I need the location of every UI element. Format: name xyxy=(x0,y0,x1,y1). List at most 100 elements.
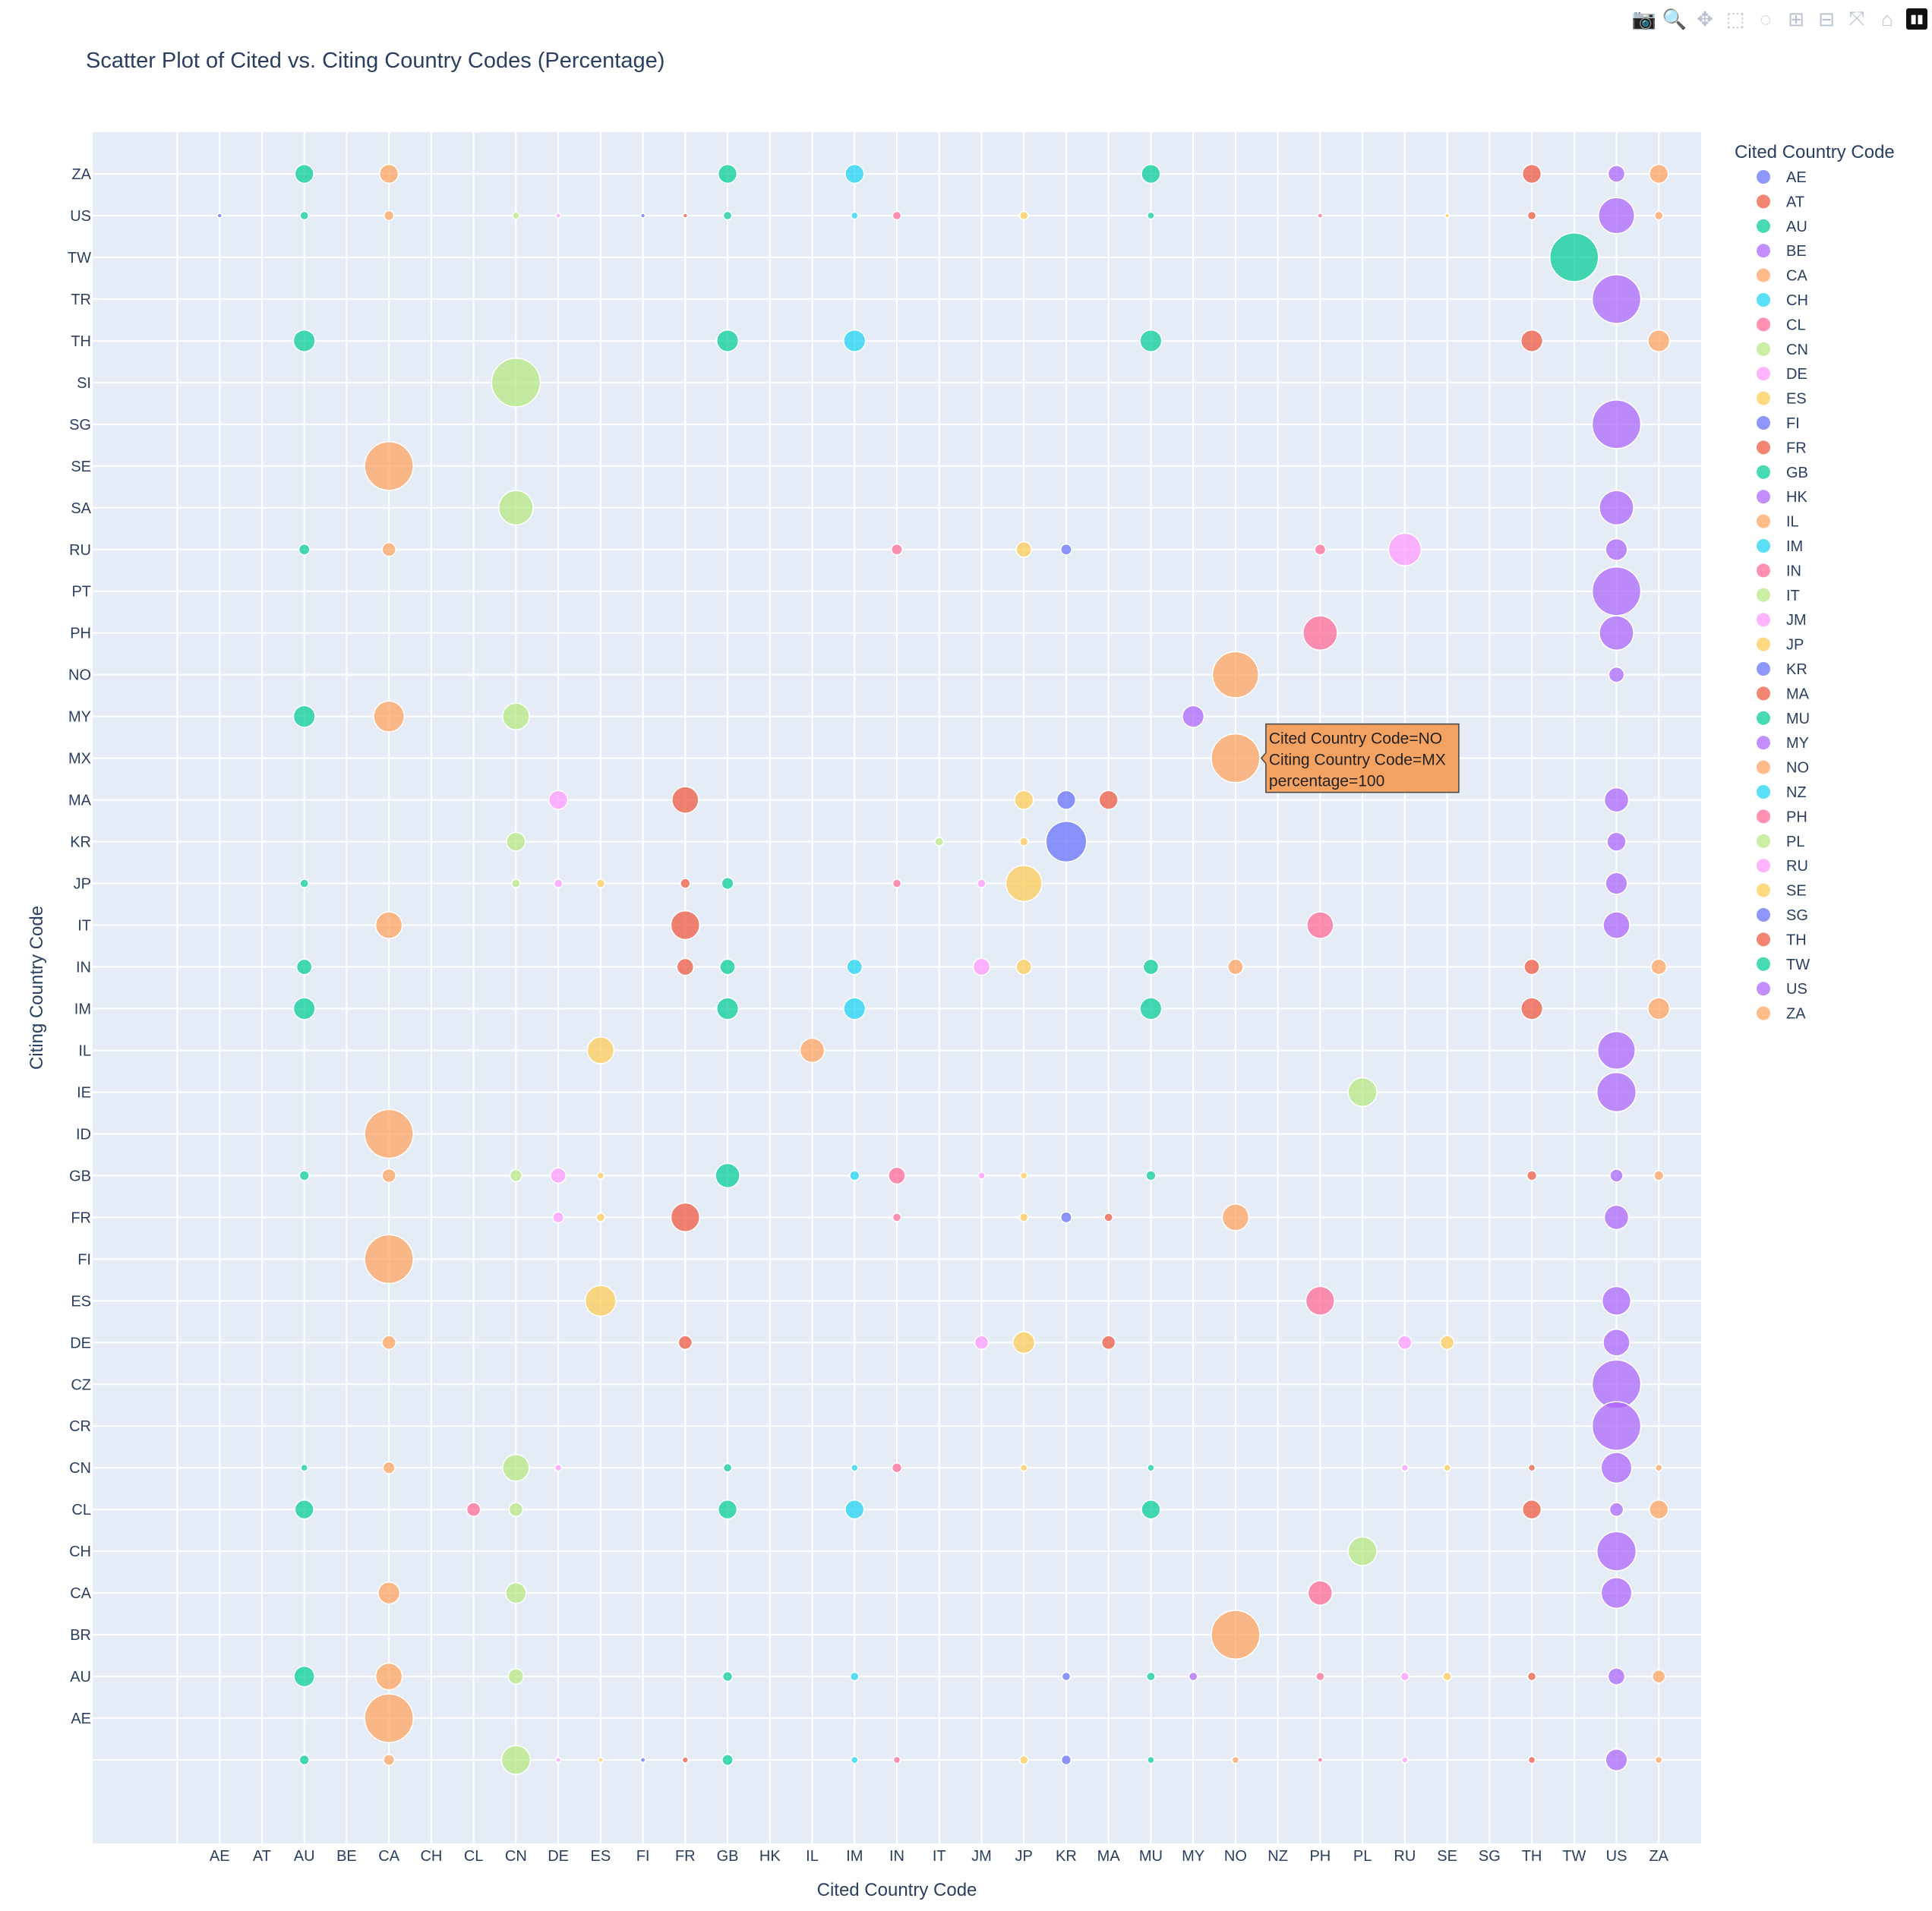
data-point[interactable] xyxy=(293,1665,316,1688)
data-point[interactable] xyxy=(1018,1213,1029,1222)
data-point[interactable] xyxy=(1520,329,1544,352)
camera-icon[interactable]: 📷 xyxy=(1631,7,1657,30)
data-point[interactable] xyxy=(1307,1580,1334,1606)
data-point[interactable] xyxy=(888,1166,906,1185)
zoom-icon[interactable]: 🔍 xyxy=(1662,7,1687,30)
data-point[interactable] xyxy=(1103,1213,1113,1222)
data-point[interactable] xyxy=(1654,1463,1663,1472)
data-point[interactable] xyxy=(934,837,945,847)
legend-item[interactable]: IM xyxy=(1757,538,1803,555)
data-point[interactable] xyxy=(1596,1030,1637,1071)
legend-item[interactable]: AE xyxy=(1757,169,1807,186)
data-point[interactable] xyxy=(846,958,863,976)
legend-item[interactable]: GB xyxy=(1757,465,1808,481)
data-point[interactable] xyxy=(216,213,223,219)
data-point[interactable] xyxy=(364,1234,414,1285)
data-point[interactable] xyxy=(717,163,738,184)
data-point[interactable] xyxy=(977,1172,986,1180)
legend-item[interactable]: MA xyxy=(1757,686,1810,702)
data-point[interactable] xyxy=(1145,1170,1157,1181)
pan-icon[interactable]: ✥ xyxy=(1697,7,1713,30)
data-point[interactable] xyxy=(844,163,865,184)
legend-item[interactable]: CN xyxy=(1757,342,1808,358)
data-point[interactable] xyxy=(1442,1671,1452,1682)
legend-item[interactable]: IN xyxy=(1757,563,1801,579)
data-point[interactable] xyxy=(799,1037,826,1064)
data-point[interactable] xyxy=(1306,911,1334,939)
legend-item[interactable]: FI xyxy=(1757,415,1800,432)
data-point[interactable] xyxy=(1400,1671,1410,1682)
data-point[interactable] xyxy=(1146,1671,1156,1682)
data-point[interactable] xyxy=(511,878,521,888)
data-point[interactable] xyxy=(843,329,867,352)
legend-item[interactable]: HK xyxy=(1757,489,1807,506)
data-point[interactable] xyxy=(295,958,313,976)
data-point[interactable] xyxy=(892,1213,902,1222)
data-point[interactable] xyxy=(1591,399,1642,449)
data-point[interactable] xyxy=(1520,997,1544,1020)
data-point[interactable] xyxy=(892,210,902,221)
data-point[interactable] xyxy=(597,1757,604,1763)
data-point[interactable] xyxy=(1605,872,1628,895)
legend-item[interactable]: NO xyxy=(1757,760,1809,777)
data-point[interactable] xyxy=(1347,1536,1378,1566)
data-point[interactable] xyxy=(1526,1170,1538,1181)
data-point[interactable] xyxy=(1598,197,1636,235)
data-point[interactable] xyxy=(596,1172,605,1180)
data-point[interactable] xyxy=(466,1502,481,1517)
data-point[interactable] xyxy=(1061,1671,1072,1682)
data-point[interactable] xyxy=(1602,911,1631,939)
data-point[interactable] xyxy=(850,1463,859,1472)
legend-item[interactable]: BE xyxy=(1757,243,1807,260)
data-point[interactable] xyxy=(671,786,699,814)
data-point[interactable] xyxy=(1607,1667,1626,1686)
data-point[interactable] xyxy=(555,1757,562,1763)
data-point[interactable] xyxy=(1397,1335,1413,1351)
legend-item[interactable]: US xyxy=(1757,981,1807,998)
data-point[interactable] xyxy=(844,1499,865,1520)
data-point[interactable] xyxy=(850,211,859,220)
data-point[interactable] xyxy=(676,957,695,976)
data-point[interactable] xyxy=(1045,821,1088,863)
data-point[interactable] xyxy=(553,878,564,888)
legend-item[interactable]: SE xyxy=(1757,883,1807,900)
data-point[interactable] xyxy=(721,1754,734,1766)
data-point[interactable] xyxy=(1591,274,1642,324)
data-point[interactable] xyxy=(1211,733,1261,784)
data-point[interactable] xyxy=(1005,865,1043,903)
legend-item[interactable]: FR xyxy=(1757,440,1807,456)
data-point[interactable] xyxy=(715,997,740,1020)
data-point[interactable] xyxy=(1056,790,1077,810)
data-point[interactable] xyxy=(1211,651,1260,698)
data-point[interactable] xyxy=(1521,1499,1542,1520)
legend-item[interactable]: PL xyxy=(1757,834,1804,850)
data-point[interactable] xyxy=(1401,1756,1409,1764)
data-point[interactable] xyxy=(1060,1211,1072,1224)
data-point[interactable] xyxy=(1098,790,1119,810)
data-point[interactable] xyxy=(1591,1401,1642,1451)
data-point[interactable] xyxy=(1591,566,1642,617)
data-point[interactable] xyxy=(584,1285,617,1317)
data-point[interactable] xyxy=(292,705,316,728)
data-point[interactable] xyxy=(491,358,541,408)
data-point[interactable] xyxy=(639,213,646,219)
data-point[interactable] xyxy=(1527,1755,1536,1764)
data-point[interactable] xyxy=(554,1463,563,1472)
data-point[interactable] xyxy=(1609,1168,1624,1183)
data-point[interactable] xyxy=(1015,958,1033,976)
data-point[interactable] xyxy=(1211,1610,1261,1660)
data-point[interactable] xyxy=(1139,329,1163,352)
legend-item[interactable]: PH xyxy=(1757,809,1807,825)
data-point[interactable] xyxy=(1142,958,1160,976)
data-point[interactable] xyxy=(1650,958,1668,976)
data-point[interactable] xyxy=(298,1170,310,1181)
data-point[interactable] xyxy=(1549,232,1599,282)
data-point[interactable] xyxy=(850,1755,859,1764)
data-point[interactable] xyxy=(1647,997,1671,1020)
data-point[interactable] xyxy=(381,1335,396,1351)
data-point[interactable] xyxy=(555,213,562,219)
data-point[interactable] xyxy=(680,878,691,889)
data-point[interactable] xyxy=(1231,1755,1240,1764)
lasso-select-icon[interactable]: ◌ xyxy=(1760,7,1772,30)
data-point[interactable] xyxy=(1317,1757,1324,1763)
